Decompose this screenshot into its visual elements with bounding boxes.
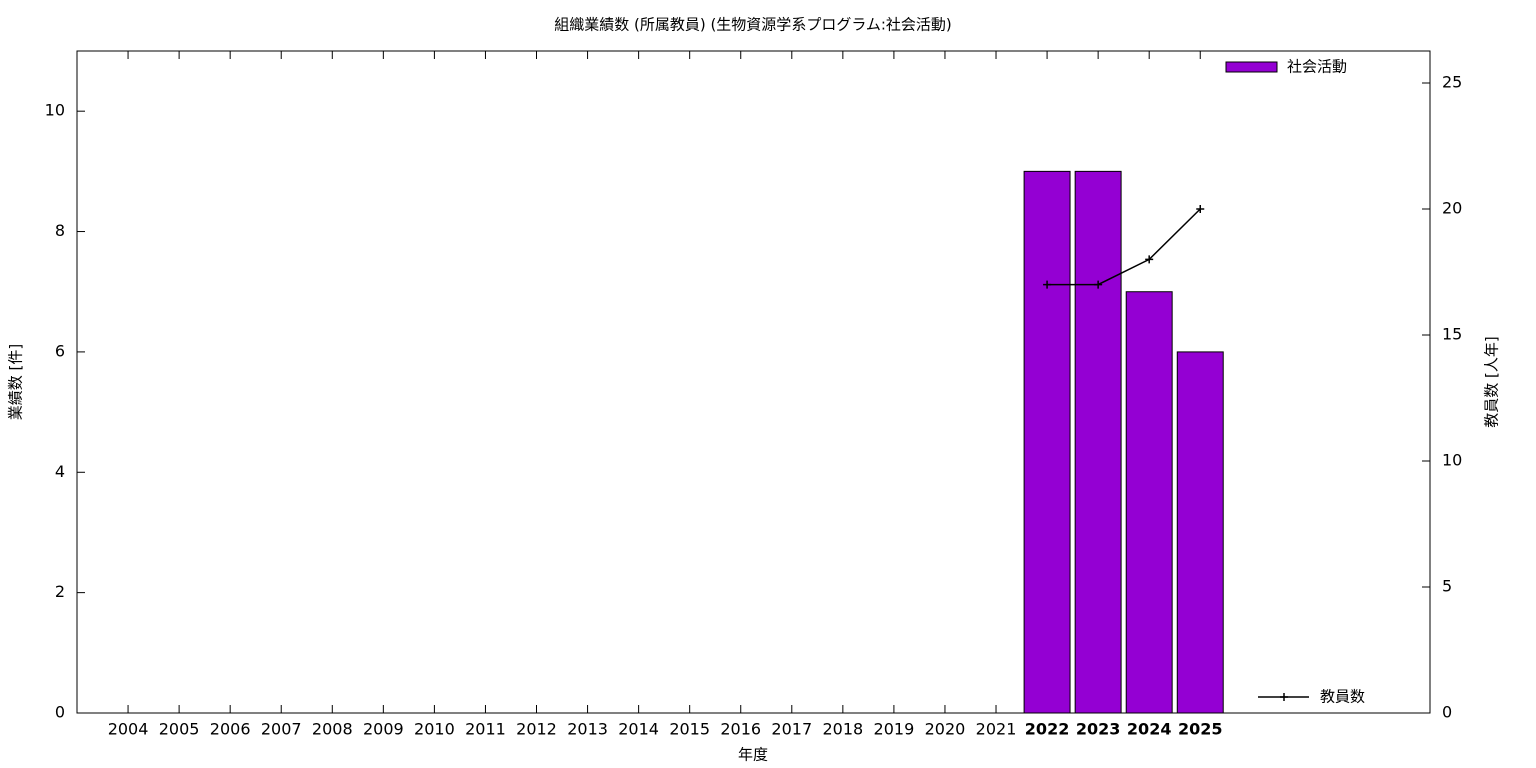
x-tick-label: 2014	[618, 720, 659, 739]
x-tick-label: 2010	[414, 720, 455, 739]
y-tick-label: 8	[55, 221, 65, 240]
x-axis-label: 年度	[738, 746, 768, 764]
x-tick-label: 2019	[874, 720, 915, 739]
y-tick-label: 10	[45, 101, 65, 120]
y2-tick-label: 15	[1442, 325, 1462, 344]
x-tick-label: 2020	[925, 720, 966, 739]
chart-title: 組織業績数 (所属教員) (生物資源学系プログラム:社会活動)	[554, 16, 952, 34]
x-tick-label: 2007	[261, 720, 302, 739]
x-tick-label: 2018	[822, 720, 863, 739]
x-tick-label: 2024	[1127, 720, 1172, 739]
bar	[1125, 291, 1173, 714]
y2-tick-label: 10	[1442, 451, 1462, 470]
x-tick-label: 2006	[210, 720, 251, 739]
x-tick-label: 2021	[976, 720, 1017, 739]
y-tick-label: 2	[55, 582, 65, 601]
bar	[1023, 170, 1071, 714]
x-tick-label: 2004	[108, 720, 149, 739]
plot-frame	[76, 50, 1431, 714]
y2-tick-label: 20	[1442, 199, 1462, 218]
bar	[1074, 170, 1122, 714]
y2-tick-label: 25	[1442, 73, 1462, 92]
x-tick-label: 2025	[1178, 720, 1223, 739]
x-tick-label: 2017	[771, 720, 812, 739]
line-point	[1094, 280, 1103, 289]
y2-axis-label: 教員数 [人年]	[1483, 336, 1501, 427]
legend-label: 教員数	[1320, 688, 1365, 706]
x-tick-label: 2012	[516, 720, 557, 739]
legend-marker	[1280, 693, 1288, 701]
legend-label: 社会活動	[1287, 58, 1347, 76]
x-tick-label: 2015	[669, 720, 710, 739]
line-point	[1196, 205, 1205, 214]
x-tick-label: 2022	[1025, 720, 1070, 739]
line	[1047, 208, 1201, 286]
bar	[1176, 351, 1224, 714]
x-tick-label: 2016	[720, 720, 761, 739]
x-tick-label: 2013	[567, 720, 608, 739]
legend-swatch	[1225, 61, 1278, 73]
line-point	[1145, 255, 1154, 264]
line-point	[1043, 280, 1052, 289]
x-tick-label: 2005	[159, 720, 200, 739]
x-tick-label: 2023	[1076, 720, 1121, 739]
y2-tick-label: 0	[1442, 703, 1452, 722]
y2-tick-label: 5	[1442, 577, 1452, 596]
x-tick-label: 2011	[465, 720, 506, 739]
y-tick-label: 0	[55, 703, 65, 722]
y-axis-label: 業績数 [件]	[7, 344, 25, 420]
x-tick-label: 2008	[312, 720, 353, 739]
y-tick-label: 6	[55, 341, 65, 360]
x-tick-label: 2009	[363, 720, 404, 739]
y-tick-label: 4	[55, 462, 65, 481]
